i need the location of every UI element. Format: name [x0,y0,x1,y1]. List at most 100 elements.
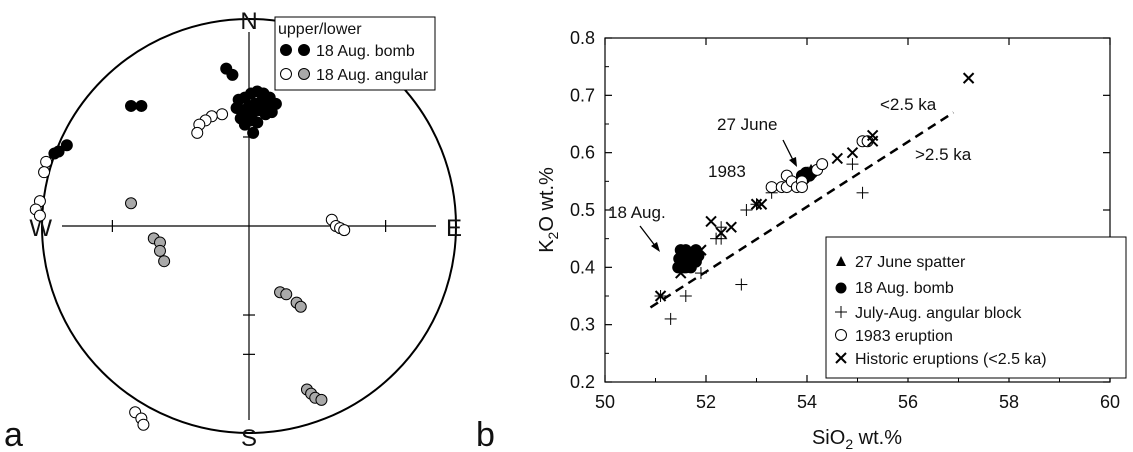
scatter-panel: 50 52 54 56 58 60 0.2 0.3 0.4 0.5 0.6 0.7 0.8 <2.5 k… [536,28,1127,452]
annotation-27-june: 27 June [717,115,778,134]
stereonet-point-filled-gray-0 [125,197,138,210]
y-tick-label-5: 0.7 [570,85,595,105]
legend-bomb-lower-symbol [298,44,310,56]
x-tick-label-2: 54 [797,392,817,412]
stereonet-point-open-white-13 [338,224,351,237]
stereonet-point-filled-black-4 [60,139,73,152]
y-axis-title: K2O wt.% [536,167,561,253]
legend-label-angular-block: July-Aug. angular block [855,305,1022,322]
stereonet-legend: upper/lower 18 Aug. bomb 18 Aug. angular [274,16,436,91]
stereonet-point-filled-black-28 [251,116,264,129]
stereonet-points [29,62,351,431]
point-plus-1 [679,290,692,302]
compass-north: N [240,8,257,35]
x-tick-label-4: 58 [999,392,1019,412]
legend-label-spatter: 27 June spatter [855,254,966,271]
legend-bomb-upper-symbol [280,44,292,56]
x-tick-label-1: 52 [696,392,716,412]
panel-label-a: a [4,416,23,452]
stereonet-legend-label-bomb: 18 Aug. bomb [316,43,415,60]
stereonet-point-filled-black-3 [135,99,148,112]
point-filled-circle-17 [692,249,705,262]
stereonet-point-open-white-6 [38,166,51,179]
point-cross-11 [866,129,879,142]
point-cross-3 [705,215,717,228]
stereonet-point-filled-gray-6 [280,288,293,301]
point-plus-7 [740,204,753,216]
stereonet-point-filled-black-6 [48,147,61,160]
stereonet-point-open-white-0 [216,108,229,121]
stereonet-point-open-white-9 [33,209,46,222]
scatter-points [654,72,975,325]
point-plus-2 [694,267,707,280]
stereonet-point-open-white-4 [191,126,204,139]
point-cross-9 [846,146,859,159]
stereonet-point-filled-gray-12 [315,393,328,406]
arrow-18-aug [639,225,657,248]
point-plus-10 [846,158,859,171]
stereonet-legend-label-angular: 18 Aug. angular [316,67,429,84]
point-cross-4 [715,227,727,239]
y-tick-label-2: 0.4 [570,257,595,277]
point-cross-1 [675,267,687,279]
x-tick-label-3: 56 [898,392,918,412]
annotation-1983: 1983 [708,162,746,181]
legend-label-1983: 1983 eruption [855,328,953,345]
legend-filled-circle-symbol [835,282,847,294]
annotation-young: <2.5 ka [880,95,937,114]
point-plus-4 [715,232,728,245]
point-plus-0 [664,312,677,325]
legend-cross-symbol-b [835,352,847,364]
stereonet-point-filled-black-25 [265,106,278,119]
y-tick-label-1: 0.3 [570,315,595,335]
x-tick-label-5: 60 [1100,392,1120,412]
point-cross-7 [755,198,768,210]
annotation-old: >2.5 ka [915,145,972,164]
stereonet-point-filled-gray-8 [294,300,307,313]
annotation-18-aug: 18 Aug. [608,203,666,222]
stereonet-primitive-circle [41,18,457,434]
point-cross-8 [831,152,844,165]
legend-label-bomb: 18 Aug. bomb [855,280,954,297]
panel-label-b: b [476,416,495,452]
point-cross-0 [654,290,667,302]
point-open-circle-0 [765,181,778,194]
point-plus-11 [856,186,869,199]
x-tick-label-0: 50 [595,392,615,412]
arrowhead-27-june [789,157,797,167]
point-cross-12 [962,72,975,84]
stereonet-panel: N S E W upper/lower 18 Aug. bomb 18 Aug.… [29,8,462,452]
stereonet-point-filled-black-2 [125,99,138,112]
arrowhead-18-aug [651,242,660,252]
point-cross-5 [725,221,737,233]
point-open-circle-7 [795,181,808,194]
stereonet-point-filled-black-1 [226,68,239,81]
legend-angular-upper-symbol [280,68,292,80]
axis-tick-labels: 50 52 54 56 58 60 0.2 0.3 0.4 0.5 0.6 0.7 0.8 [570,28,1120,412]
point-open-circle-9 [816,158,829,171]
compass-west: W [29,215,52,242]
y-tick-label-3: 0.5 [570,200,595,220]
legend-label-historic: Historic eruptions (<2.5 ka) [855,351,1047,368]
compass-east: E [446,215,462,242]
arrow-27-june [782,139,795,163]
y-tick-label-4: 0.6 [570,143,595,163]
point-plus-5 [715,221,728,234]
legend-triangle-symbol [836,256,846,266]
stereonet-legend-header: upper/lower [278,21,362,38]
stereonet-point-open-white-5 [40,155,53,168]
stereonet-point-open-white-16 [137,418,150,431]
scatter-legend: 27 June spatter 18 Aug. bomb July-Aug. a… [825,236,1127,379]
y-tick-label-6: 0.8 [570,28,595,48]
scatter-legend-box [825,236,1127,379]
legend-open-circle-symbol [835,329,847,341]
legend-angular-lower-symbol [298,68,310,80]
point-cross-6 [750,198,763,210]
compass-south: S [241,425,257,452]
stereonet-point-filled-black-29 [247,126,260,139]
point-plus-6 [735,278,748,291]
point-cross-2 [695,244,707,256]
stereonet-point-filled-gray-4 [158,255,171,268]
y-tick-label-0: 0.2 [570,372,595,392]
